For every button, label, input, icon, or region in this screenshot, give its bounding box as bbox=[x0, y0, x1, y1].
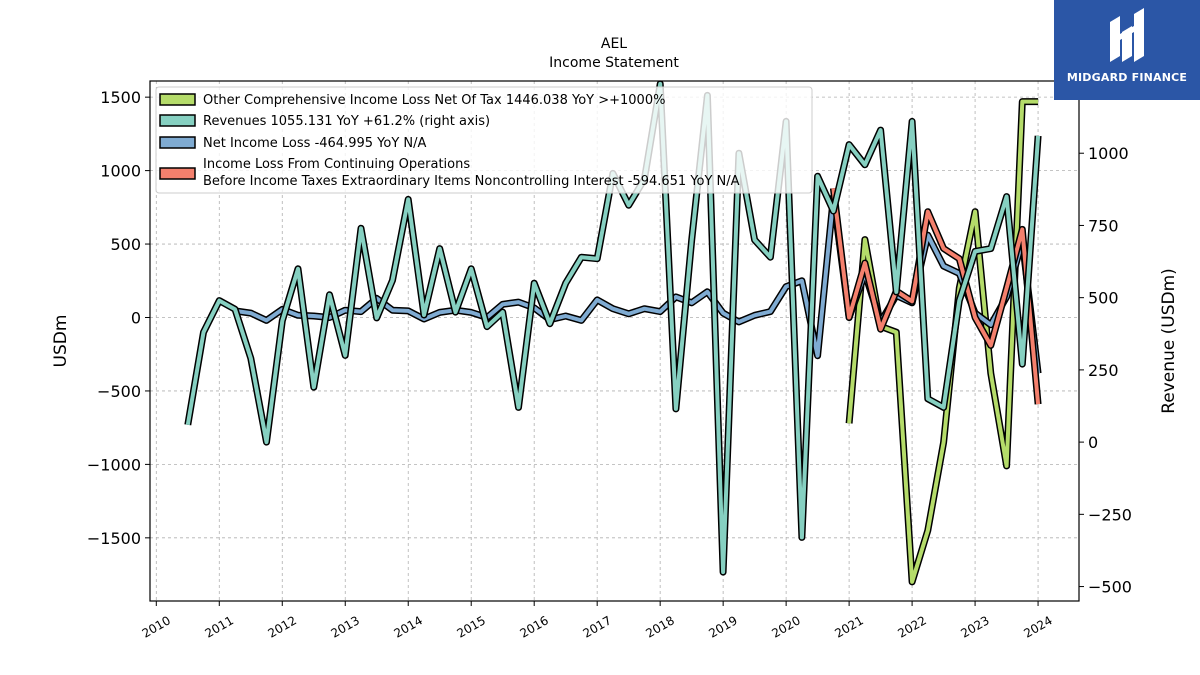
left-tick-label: 0 bbox=[131, 308, 141, 327]
legend-label-net-income: Net Income Loss -464.995 YoY N/A bbox=[203, 136, 426, 151]
right-tick-label: 1000 bbox=[1088, 144, 1129, 163]
x-tick-label: 2022 bbox=[895, 613, 928, 640]
logo-text: MIDGARD FINANCE bbox=[1066, 71, 1188, 84]
plot-frame bbox=[149, 80, 1080, 602]
legend-swatch-pretax-income bbox=[159, 167, 196, 180]
series-line-pretax-income bbox=[831, 187, 1041, 405]
x-tick-label: 2017 bbox=[580, 613, 613, 640]
right-tick-label: −500 bbox=[1088, 578, 1132, 597]
legend-swatch-ocil bbox=[159, 93, 196, 106]
right-axis-label: Revenue (USDm) bbox=[1159, 268, 1179, 414]
x-axis: 2010 2011 2012 2013 2014 2015 2016 2017 2018 2019… bbox=[140, 601, 1055, 641]
chart-subtitle: Income Statement bbox=[549, 55, 679, 71]
left-tick-label: 1500 bbox=[100, 88, 141, 107]
x-tick-label: 2014 bbox=[392, 613, 425, 640]
right-axis: 125010007505002500−250−500 bbox=[1079, 72, 1132, 597]
legend-swatch-net-income bbox=[159, 136, 196, 149]
x-tick-label: 2019 bbox=[706, 613, 739, 640]
left-tick-label: −500 bbox=[97, 382, 141, 401]
right-tick-label: 500 bbox=[1088, 289, 1119, 308]
x-tick-label: 2011 bbox=[203, 613, 236, 640]
right-tick-label: 250 bbox=[1088, 361, 1119, 380]
x-tick-label: 2010 bbox=[140, 613, 173, 640]
x-tick-label: 2018 bbox=[643, 613, 676, 640]
legend-label-ocil: Other Comprehensive Income Loss Net Of T… bbox=[203, 93, 665, 108]
x-tick-label: 2023 bbox=[958, 613, 991, 640]
left-tick-label: −1500 bbox=[87, 529, 141, 548]
left-tick-label: −1000 bbox=[87, 455, 141, 474]
right-tick-label: 750 bbox=[1088, 216, 1119, 235]
left-axis-label: USDm bbox=[51, 315, 71, 368]
x-tick-label: 2016 bbox=[517, 613, 550, 640]
right-tick-label: −250 bbox=[1088, 505, 1132, 524]
x-tick-label: 2013 bbox=[329, 613, 362, 640]
x-tick-label: 2012 bbox=[266, 613, 299, 640]
left-axis: 1500 1000 500 0 −500 −1000 −1500 bbox=[87, 88, 150, 548]
x-tick-label: 2020 bbox=[769, 613, 802, 640]
legend-label-pretax-income-line2: Before Income Taxes Extraordinary Items … bbox=[203, 174, 740, 189]
chart-title: AEL bbox=[601, 36, 627, 52]
legend: Other Comprehensive Income Loss Net Of T… bbox=[155, 86, 813, 194]
series-outline-ocil bbox=[845, 98, 1039, 586]
x-tick-label: 2021 bbox=[832, 613, 865, 640]
x-tick-label: 2015 bbox=[454, 613, 487, 640]
x-tick-label: 2024 bbox=[1021, 613, 1054, 640]
legend-frame bbox=[155, 86, 813, 194]
midgard-logo-icon bbox=[1054, 8, 1200, 68]
legend-swatch-revenues bbox=[159, 114, 196, 127]
left-tick-label: 500 bbox=[110, 235, 141, 254]
legend-label-revenues: Revenues 1055.131 YoY +61.2% (right axis… bbox=[203, 114, 490, 129]
midgard-finance-logo: MIDGARD FINANCE bbox=[1054, 0, 1200, 100]
legend-label-pretax-income-line1: Income Loss From Continuing Operations bbox=[203, 157, 470, 172]
right-tick-label: 0 bbox=[1088, 433, 1098, 452]
left-tick-label: 1000 bbox=[100, 162, 141, 181]
